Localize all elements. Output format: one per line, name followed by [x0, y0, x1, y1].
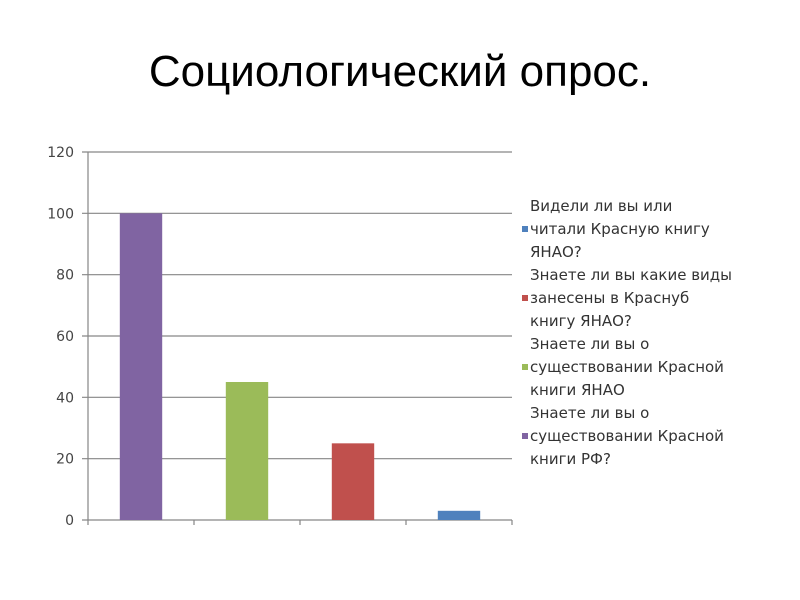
- legend-swatch: [522, 433, 528, 439]
- bar: [225, 382, 269, 520]
- y-tick-label: 80: [56, 268, 74, 284]
- legend-swatch: [522, 295, 528, 301]
- y-tick-label: 100: [47, 206, 74, 222]
- bar: [119, 213, 163, 521]
- slide-title: Социологический опрос.: [148, 47, 652, 96]
- legend-label: Знаете ли вы о существовании Красной кни…: [530, 404, 724, 468]
- y-tick-label: 120: [47, 145, 74, 161]
- legend-item: Видели ли вы или читали Красную книгу ЯН…: [522, 195, 784, 264]
- legend-label: Видели ли вы или читали Красную книгу ЯН…: [530, 197, 710, 261]
- legend-swatch: [522, 364, 528, 370]
- legend-label: Знаете ли вы какие виды занесены в Красн…: [530, 266, 732, 330]
- legend-item: Знаете ли вы какие виды занесены в Красн…: [522, 264, 784, 333]
- legend-item: Знаете ли вы о существовании Красной кни…: [522, 333, 784, 402]
- y-tick-label: 0: [65, 513, 74, 529]
- y-tick-label: 60: [56, 329, 74, 345]
- legend-item: Знаете ли вы о существовании Красной кни…: [522, 402, 784, 471]
- bar: [331, 443, 375, 520]
- y-tick-label: 40: [56, 390, 74, 406]
- chart-legend: Видели ли вы или читали Красную книгу ЯН…: [522, 195, 784, 471]
- legend-swatch: [522, 226, 528, 232]
- legend-label: Знаете ли вы о существовании Красной кни…: [530, 335, 724, 399]
- bar: [437, 510, 481, 520]
- y-tick-label: 20: [56, 452, 74, 468]
